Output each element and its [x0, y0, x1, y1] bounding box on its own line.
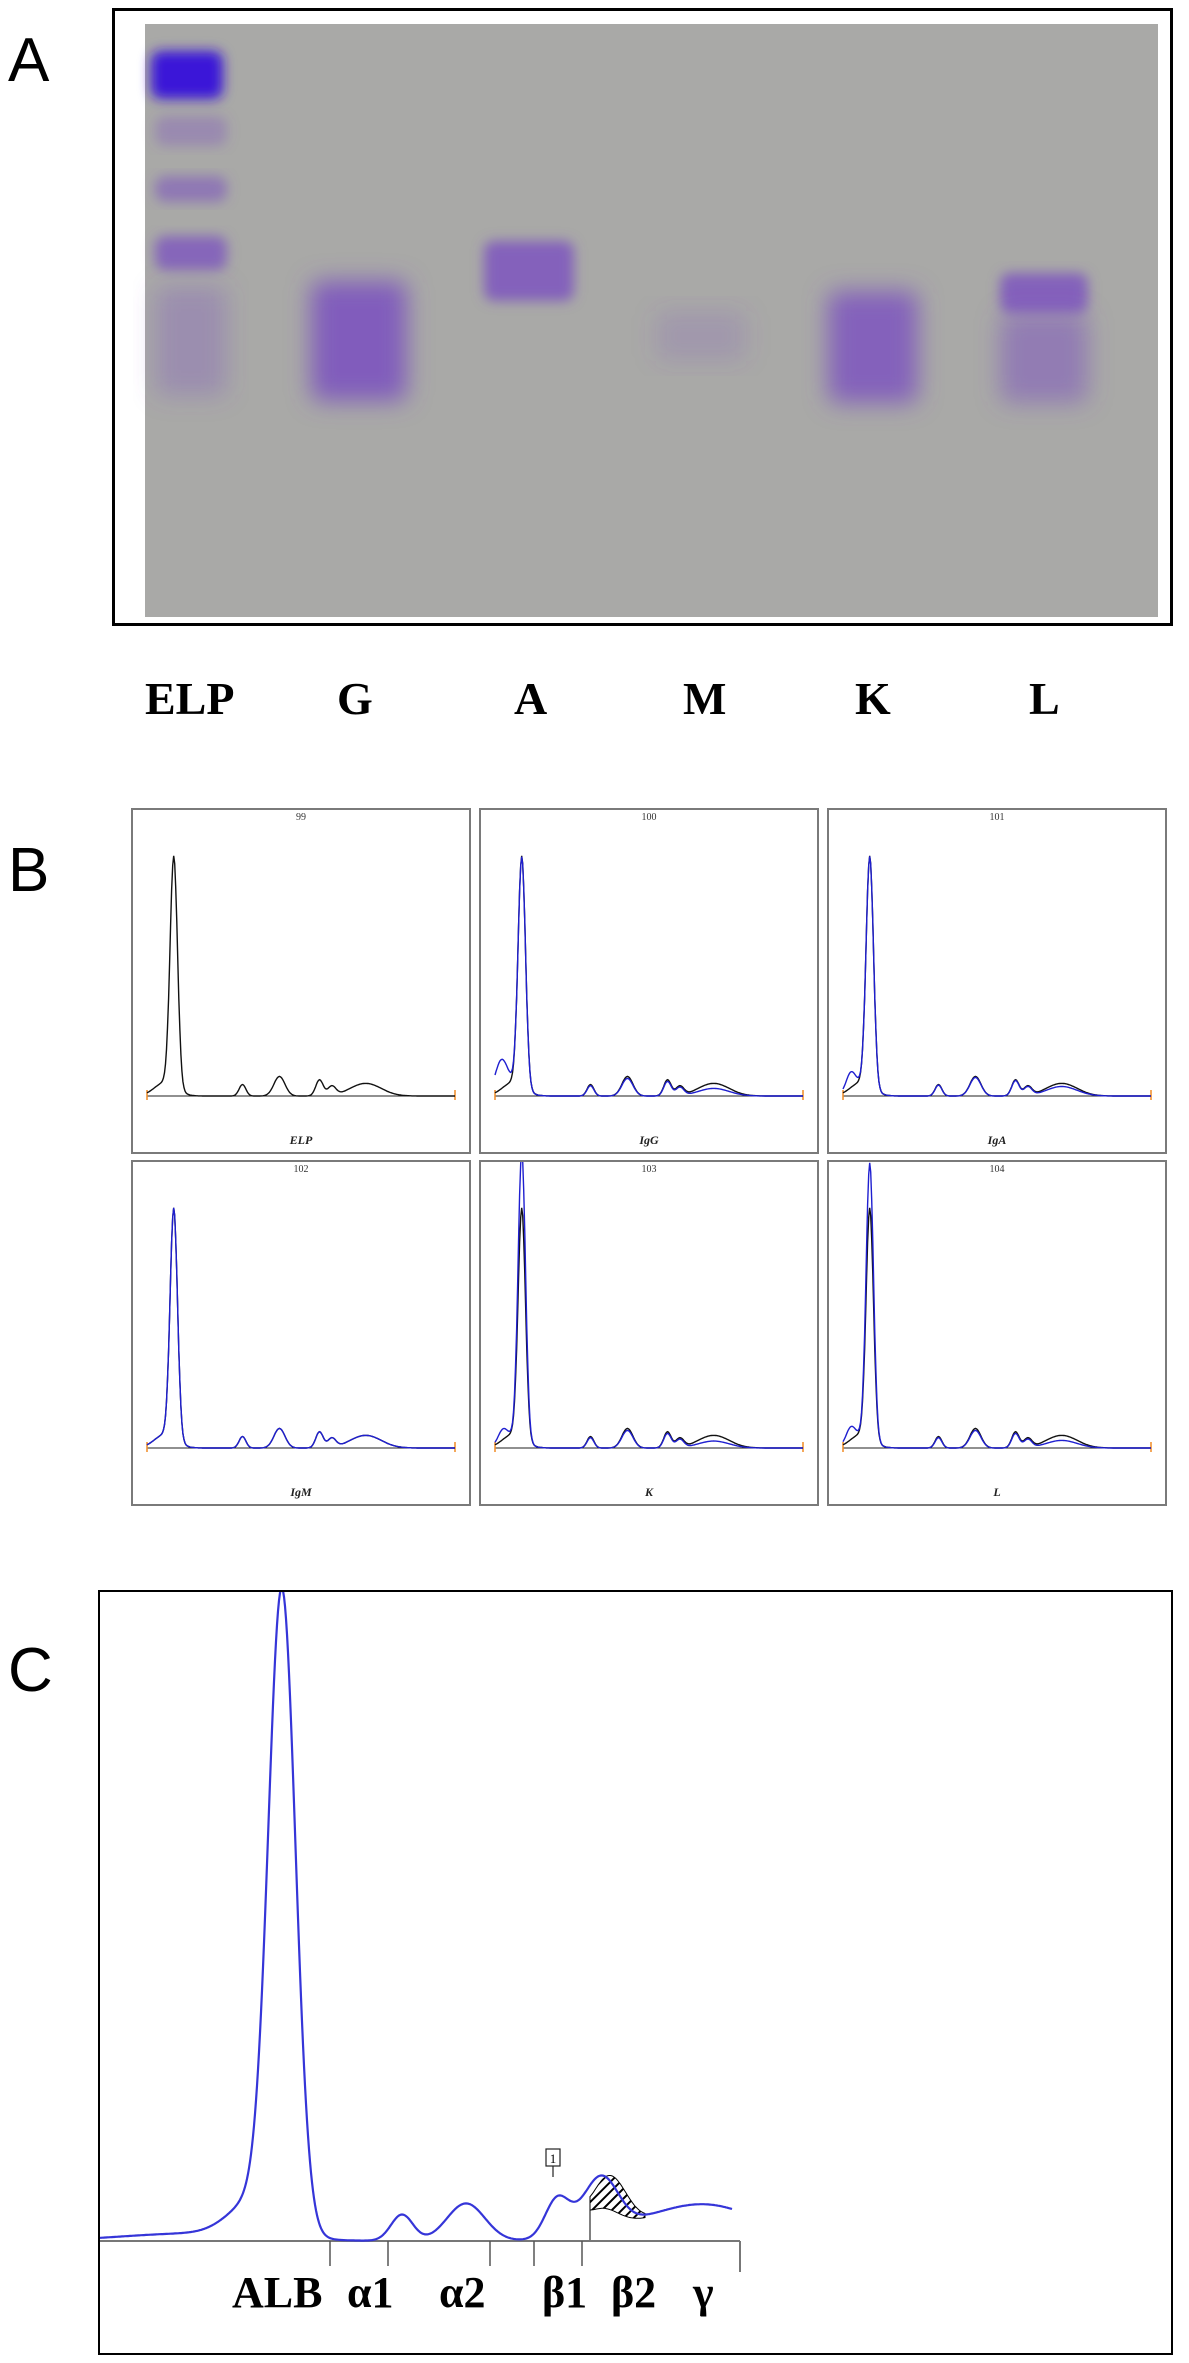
iga-band	[484, 241, 574, 301]
scan-number: 104	[989, 1164, 1005, 1175]
fraction-label-alpha2: α2	[439, 2268, 486, 2317]
igm-band	[656, 311, 746, 361]
electropherogram-plot: 1	[100, 1592, 741, 2272]
fraction-trace	[494, 856, 803, 1097]
electrophoresis-gel	[115, 11, 1170, 623]
scan-label: ELP	[289, 1133, 313, 1147]
scan-number: 101	[989, 812, 1005, 823]
densitometry-trace	[842, 1162, 1152, 1452]
fraction-trace	[842, 856, 1151, 1097]
albumin-band	[151, 51, 223, 99]
scan-panel-elp: 99 ELP	[131, 808, 471, 1154]
fraction-label-alpha1: α1	[347, 2268, 394, 2317]
lane-label-g: G	[337, 673, 373, 724]
fraction-label-beta2: β2	[611, 2268, 657, 2317]
beta-band	[155, 236, 227, 270]
scan-label: IgG	[639, 1133, 659, 1147]
lambda-band-lower	[1000, 313, 1088, 403]
scan-panel-igm: 102 IgM	[131, 1160, 471, 1506]
elp-trace	[494, 1207, 803, 1449]
fraction-trace	[842, 1162, 1151, 1449]
lane-label-k: K	[855, 673, 891, 724]
densitometry-trace	[146, 855, 456, 1100]
lambda-band-upper	[1000, 273, 1088, 313]
lane-label-elp: ELP	[145, 673, 235, 724]
scan-panel-k: 103 K	[479, 1160, 819, 1506]
scan-panel-igg: 100 IgG	[479, 808, 819, 1154]
elp-trace	[146, 1207, 455, 1449]
gel-image-frame	[112, 8, 1173, 626]
alpha1-band	[155, 116, 227, 146]
alpha2-band	[155, 176, 227, 202]
m-spike-marker-label: 1	[550, 2151, 557, 2166]
igg-band	[311, 281, 407, 401]
densitometry-trace	[842, 855, 1152, 1100]
lane-label-l: L	[1029, 673, 1060, 724]
fraction-label-beta1: β1	[542, 2268, 588, 2317]
elp-trace	[494, 855, 803, 1097]
panel-c-letter: C	[8, 1636, 53, 1705]
electropherogram-frame: 1 ALB α1 α2 β1 β2 γ	[98, 1590, 1173, 2355]
scan-number: 102	[293, 1164, 309, 1175]
panel-b-letter: B	[8, 836, 50, 905]
densitometry-trace	[494, 855, 804, 1100]
elp-trace	[842, 1207, 1151, 1449]
lane-label-m: M	[683, 673, 727, 724]
scan-panel-iga: 101 IgA	[827, 808, 1167, 1154]
panel-a-letter: A	[8, 26, 50, 95]
fraction-trace	[494, 1162, 803, 1449]
scan-number: 103	[641, 1164, 657, 1175]
gamma-smear	[155, 286, 227, 396]
densitometry-trace	[146, 1207, 456, 1452]
scan-label: L	[993, 1485, 1001, 1499]
kappa-band	[828, 291, 918, 403]
electropherogram-trace	[100, 1592, 733, 2242]
scan-panel-l: 104 L	[827, 1160, 1167, 1506]
scan-label: IgA	[987, 1133, 1007, 1147]
m-spike-hatch	[589, 2175, 646, 2241]
elp-trace	[146, 855, 455, 1097]
densitometry-trace	[494, 1162, 804, 1452]
elp-trace	[842, 855, 1151, 1097]
scan-label: K	[644, 1485, 653, 1499]
lane-label-a: A	[514, 673, 548, 724]
fraction-trace	[146, 1207, 455, 1449]
fraction-label-gamma: γ	[693, 2268, 714, 2317]
fraction-label-alb: ALB	[232, 2268, 323, 2317]
scan-number: 99	[296, 812, 306, 823]
scan-label: IgM	[290, 1485, 312, 1499]
scan-number: 100	[641, 812, 657, 823]
